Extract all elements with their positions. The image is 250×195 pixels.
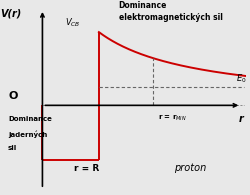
Text: $V_{CB}$: $V_{CB}$ xyxy=(64,16,80,29)
Text: O: O xyxy=(8,91,18,101)
Text: r = R: r = R xyxy=(74,164,99,173)
Text: Dominance: Dominance xyxy=(8,116,52,122)
Text: V(r): V(r) xyxy=(1,8,22,18)
Text: elektromagnetických sil: elektromagnetických sil xyxy=(118,13,222,22)
Text: r: r xyxy=(239,114,244,124)
Text: $E_0$: $E_0$ xyxy=(236,73,246,85)
Text: r = r$_{MIN}$: r = r$_{MIN}$ xyxy=(158,113,187,123)
Text: proton: proton xyxy=(174,163,206,173)
Text: jaderných: jaderných xyxy=(8,130,47,138)
Text: sil: sil xyxy=(8,145,17,151)
Text: Dominance: Dominance xyxy=(118,1,167,10)
